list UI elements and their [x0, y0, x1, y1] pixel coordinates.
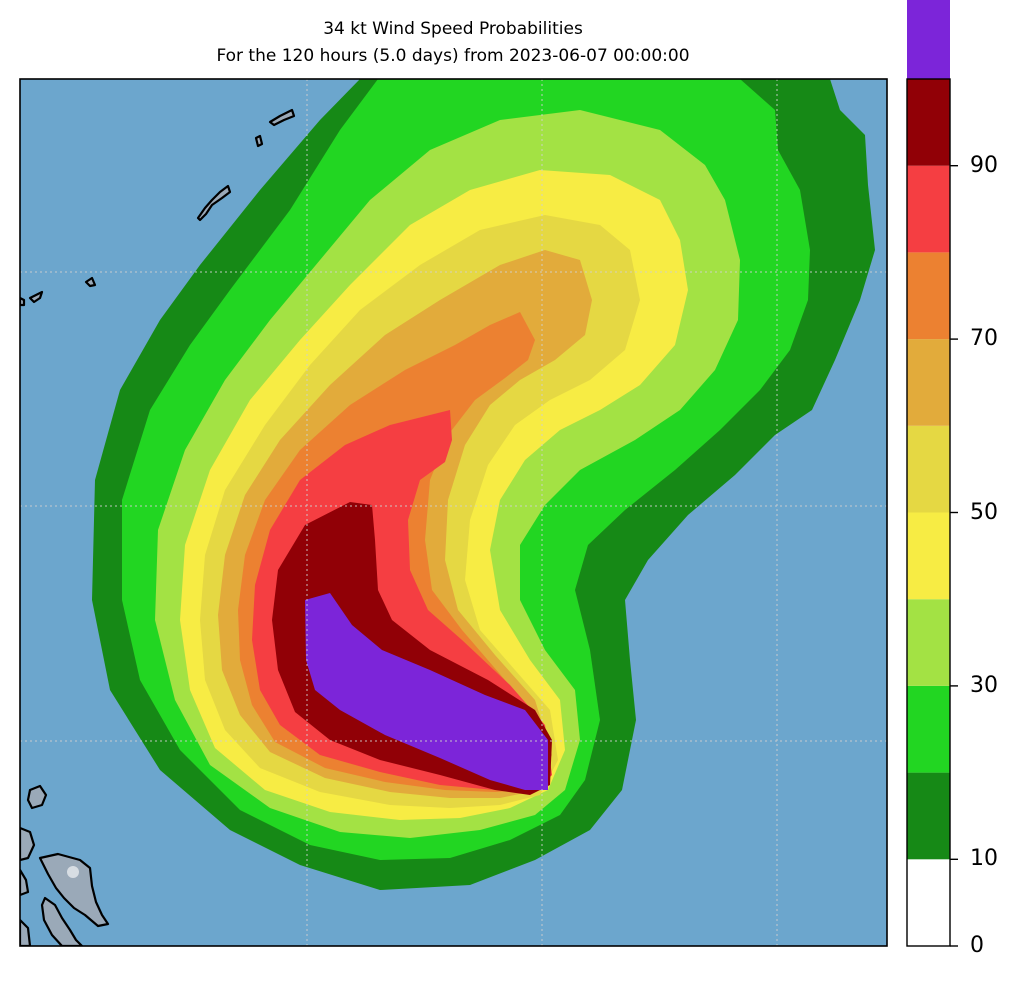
- colorbar-ticks: [950, 164, 958, 947]
- colorbar-tick-label: 90: [970, 152, 998, 178]
- colorbar-segment: [907, 772, 950, 860]
- island-4: [84, 276, 97, 288]
- contour-band-100: [305, 593, 548, 790]
- island-2: [254, 134, 264, 148]
- island-1: [268, 108, 296, 127]
- colorbar-segment: [907, 425, 950, 513]
- colorbar-segment: [907, 599, 950, 686]
- colorbar-segments: [907, 0, 950, 946]
- probability-contours: [92, 79, 875, 890]
- island-5: [28, 290, 44, 304]
- colorbar-tick-label: 70: [970, 326, 998, 352]
- colorbar-tick-label: 10: [970, 846, 998, 872]
- coastlines: [20, 108, 296, 946]
- island-7: [26, 784, 48, 810]
- landmass-south: [40, 896, 84, 946]
- landmass-main: [38, 852, 110, 928]
- colorbar-segment: [907, 339, 950, 426]
- colorbar-segment: [907, 0, 950, 79]
- map-frame: [19, 78, 888, 947]
- chart-subtitle: For the 120 hours (5.0 days) from 2023-0…: [216, 46, 690, 66]
- colorbar-tick-label: 0: [970, 933, 984, 958]
- landmass-southwest: [20, 868, 30, 897]
- colorbar-segment: [907, 859, 950, 946]
- colorbar-segment: [907, 79, 950, 166]
- colorbar-segment: [907, 512, 950, 600]
- colorbar-segment: [907, 165, 950, 253]
- landmass-corner: [20, 918, 32, 946]
- colorbar-tick-label: 30: [970, 672, 998, 698]
- colorbar-segment: [907, 252, 950, 340]
- colorbar-segment: [907, 685, 950, 773]
- island-3: [196, 184, 232, 222]
- landmark-dot: [67, 866, 79, 878]
- landmass-west: [20, 826, 36, 862]
- colorbar-tick-label: 50: [970, 499, 998, 525]
- chart-title: 34 kt Wind Speed Probabilities: [323, 19, 583, 39]
- island-6: [20, 296, 26, 307]
